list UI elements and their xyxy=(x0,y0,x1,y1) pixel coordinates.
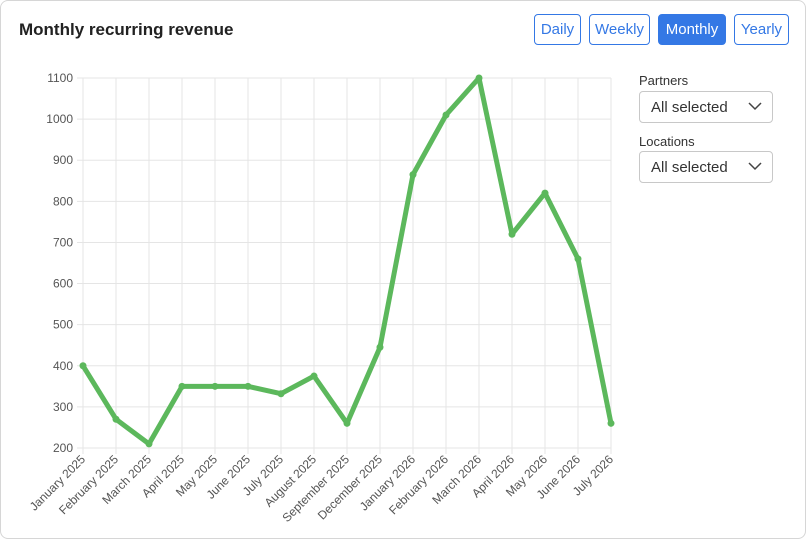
data-point xyxy=(574,255,582,263)
data-point xyxy=(442,111,450,119)
yearly-button[interactable]: Yearly xyxy=(734,14,789,45)
y-tick-label: 300 xyxy=(53,400,73,414)
y-tick-label: 200 xyxy=(53,441,73,455)
data-point xyxy=(376,343,384,351)
data-point xyxy=(244,382,252,390)
data-point xyxy=(541,189,549,197)
weekly-button[interactable]: Weekly xyxy=(589,14,650,45)
locations-select-value: All selected xyxy=(651,159,728,176)
revenue-line-chart: 200 300 400 500 600 700 800 900 1000 1100 January … xyxy=(27,71,617,525)
data-point xyxy=(145,440,153,448)
partners-select[interactable]: All selected xyxy=(639,91,773,123)
data-point xyxy=(277,390,285,398)
data-point xyxy=(79,362,87,370)
y-tick-label: 1000 xyxy=(46,112,73,126)
chevron-down-icon xyxy=(748,162,762,171)
card-title: Monthly recurring revenue xyxy=(19,20,234,39)
y-tick-label: 900 xyxy=(53,153,73,167)
daily-button[interactable]: Daily xyxy=(534,14,581,45)
data-point xyxy=(211,382,219,390)
locations-select[interactable]: All selected xyxy=(639,151,773,183)
y-tick-label: 800 xyxy=(53,194,73,208)
y-tick-label: 500 xyxy=(53,318,73,332)
y-tick-label: 600 xyxy=(53,277,73,291)
data-point xyxy=(508,230,516,238)
y-tick-label: 400 xyxy=(53,359,73,373)
data-point xyxy=(607,419,615,427)
locations-label: Locations xyxy=(639,134,695,149)
partners-select-value: All selected xyxy=(651,99,728,116)
data-point xyxy=(178,382,186,390)
monthly-button[interactable]: Monthly xyxy=(658,14,726,45)
data-point xyxy=(343,419,351,427)
x-tick-label: January 2025 xyxy=(27,452,89,514)
data-point xyxy=(475,74,483,82)
data-point xyxy=(310,372,318,380)
y-tick-label: 700 xyxy=(53,235,73,249)
partners-label: Partners xyxy=(639,73,689,88)
data-point xyxy=(409,171,417,179)
chevron-down-icon xyxy=(748,102,762,111)
y-tick-label: 1100 xyxy=(47,71,73,85)
data-point xyxy=(112,415,120,423)
